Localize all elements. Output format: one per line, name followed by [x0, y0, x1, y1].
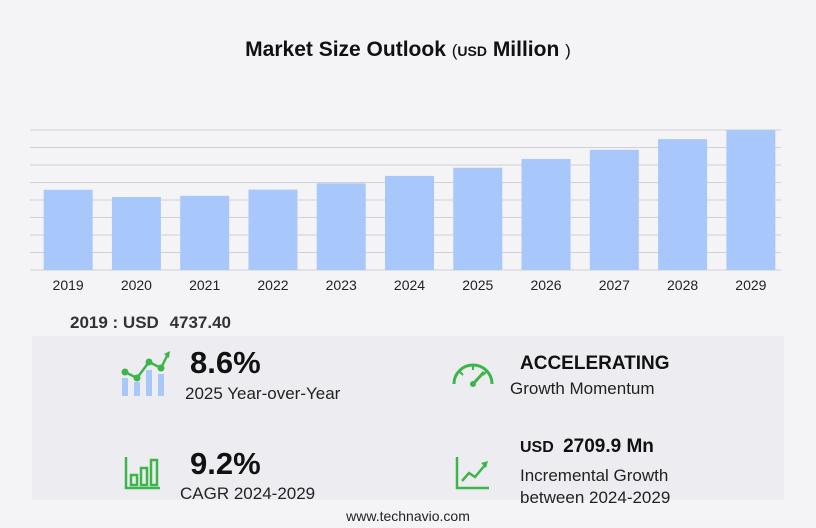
x-tick-label: 2021	[189, 277, 220, 293]
x-tick-label: 2022	[257, 277, 288, 293]
title-open-paren: (	[451, 41, 458, 60]
x-tick-label: 2025	[462, 277, 493, 293]
bar-2025	[453, 167, 503, 270]
momentum-value: ACCELERATING	[520, 353, 670, 374]
title-unit: USD	[457, 43, 487, 59]
x-tick-label: 2028	[667, 277, 698, 293]
incremental-unit: USD	[520, 439, 554, 456]
title-scale: Million	[492, 38, 560, 61]
x-tick-label: 2023	[326, 277, 357, 293]
x-tick-label: 2024	[394, 277, 425, 293]
yoy-caption: 2025 Year-over-Year	[185, 384, 341, 403]
base-year-label: 2019 : USD	[70, 313, 159, 332]
source-footer: www.technavio.com	[346, 508, 470, 524]
bar-2020	[111, 197, 161, 270]
cagr-value: 9.2%	[190, 446, 261, 481]
x-tick-label: 2026	[530, 277, 561, 293]
trend-line-icon	[455, 457, 489, 490]
incremental-caption-2: between 2024-2029	[520, 488, 671, 507]
x-tick-label: 2029	[735, 277, 766, 293]
incremental-caption-1: Incremental Growth	[520, 466, 669, 485]
bar-2026	[521, 158, 571, 270]
x-tick-label: 2020	[121, 277, 152, 293]
x-tick-label: 2019	[53, 277, 84, 293]
speedometer-icon	[452, 363, 494, 387]
bar-2027	[589, 149, 639, 270]
title-close-paren: )	[565, 41, 571, 60]
bar-2023	[316, 183, 366, 270]
chart-title: Market Size Outlook (USD Million )	[0, 38, 816, 62]
x-tick-label: 2027	[599, 277, 630, 293]
bar-2028	[658, 139, 708, 270]
bar-2029	[726, 130, 776, 270]
bar-2019	[43, 189, 93, 270]
bar-2021	[180, 195, 230, 270]
momentum-caption: Growth Momentum	[510, 379, 655, 398]
cagr-caption: CAGR 2024-2029	[180, 484, 316, 503]
title-main: Market Size Outlook	[245, 38, 446, 61]
bar-chart: 2019 2020 2021 2022 2023 2024 2025 2026 2027 2028…	[30, 129, 781, 293]
incremental-value: USD 2709.9 Mn	[520, 436, 654, 458]
bar-2024	[385, 175, 434, 270]
incremental-number: 2709.9 Mn	[563, 436, 654, 457]
base-year-value: 2019 : USD 4737.40	[70, 313, 231, 333]
base-year-number: 4737.40	[169, 313, 232, 332]
bar-2022	[248, 189, 298, 270]
bar-chart-icon	[124, 457, 160, 490]
chart-growth-icon	[121, 351, 170, 396]
yoy-value: 8.6%	[190, 345, 261, 380]
